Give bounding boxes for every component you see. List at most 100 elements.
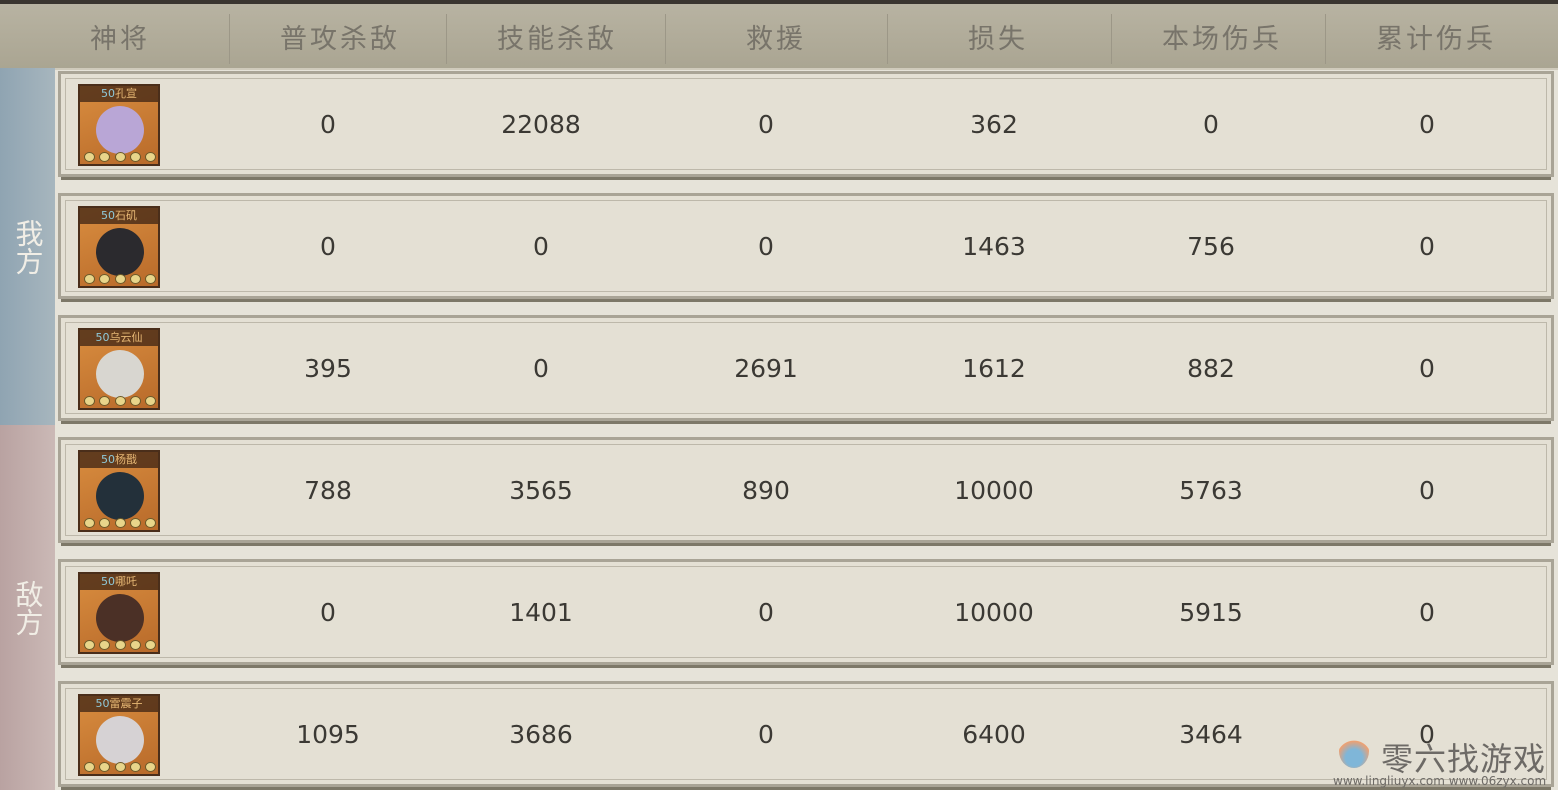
header-divider [665, 14, 666, 64]
table-row[interactable]: 50孔宣 0 22088 0 362 0 0 [58, 71, 1554, 180]
stat-value: 0 [320, 109, 336, 139]
table-row[interactable]: 50雷震子 1095 3686 0 6400 3464 0 [58, 681, 1554, 790]
hero-level: 50 [101, 575, 115, 588]
stat-value: 1463 [962, 231, 1026, 261]
hero-face [96, 472, 144, 520]
hero-portrait[interactable]: 50哪吒 [78, 572, 160, 654]
table-header: 神将 普攻杀敌 技能杀敌 救援 损失 本场伤兵 累计伤兵 [0, 4, 1558, 70]
hero-label: 50雷震子 [80, 696, 158, 712]
top-border [0, 0, 1558, 6]
hero-level: 50 [95, 697, 110, 710]
stat-value: 0 [533, 353, 549, 383]
column-header: 累计伤兵 [1376, 23, 1496, 55]
stat-value: 890 [742, 475, 790, 505]
stat-value: 10000 [954, 597, 1034, 627]
hero-level: 50 [101, 453, 115, 466]
hero-name: 乌云仙 [109, 331, 143, 344]
stat-value: 0 [758, 719, 774, 749]
hero-name: 哪吒 [115, 575, 137, 588]
hero-level: 50 [101, 209, 115, 222]
stat-value: 0 [758, 109, 774, 139]
hero-name: 石矶 [115, 209, 137, 222]
stat-value: 0 [320, 597, 336, 627]
hero-label: 50孔宣 [80, 86, 158, 102]
stat-value: 1612 [962, 353, 1026, 383]
star-rating [84, 396, 156, 406]
stat-value: 3565 [509, 475, 573, 505]
hero-name: 雷震子 [109, 697, 143, 710]
stat-value: 756 [1187, 231, 1235, 261]
hero-portrait[interactable]: 50乌云仙 [78, 328, 160, 410]
star-rating [84, 640, 156, 650]
hero-face [96, 716, 144, 764]
hero-face [96, 350, 144, 398]
stat-value: 0 [1203, 109, 1219, 139]
column-header: 技能杀敌 [497, 23, 617, 55]
hero-face [96, 594, 144, 642]
hero-name: 孔宣 [115, 87, 137, 100]
table-row[interactable]: 50乌云仙 395 0 2691 1612 882 0 [58, 315, 1554, 424]
column-header: 神将 [90, 23, 150, 55]
hero-portrait[interactable]: 50雷震子 [78, 694, 160, 776]
stat-value: 395 [304, 353, 352, 383]
column-header: 救援 [746, 23, 806, 55]
column-header: 本场伤兵 [1162, 23, 1282, 55]
stat-value: 5763 [1179, 475, 1243, 505]
hero-face [96, 106, 144, 154]
hero-level: 50 [95, 331, 110, 344]
stat-value: 10000 [954, 475, 1034, 505]
watermark-url: www.lingliuyx.com www.06zyx.com [1333, 774, 1547, 788]
hero-label: 50石矶 [80, 208, 158, 224]
stat-value: 882 [1187, 353, 1235, 383]
column-header: 普攻杀敌 [280, 23, 400, 55]
hero-face [96, 228, 144, 276]
stat-value: 0 [1419, 231, 1435, 261]
hero-label: 50哪吒 [80, 574, 158, 590]
stat-value: 0 [533, 231, 549, 261]
stat-value: 1401 [509, 597, 573, 627]
stat-value: 0 [758, 231, 774, 261]
star-rating [84, 152, 156, 162]
hero-portrait[interactable]: 50杨戬 [78, 450, 160, 532]
star-rating [84, 274, 156, 284]
stat-value: 5915 [1179, 597, 1243, 627]
stat-value: 22088 [501, 109, 581, 139]
stat-value: 3686 [509, 719, 573, 749]
stat-value: 0 [1419, 719, 1435, 749]
watermark: 零六找游戏 www.lingliuyx.com www.06zyx.com [1333, 728, 1548, 790]
table-row[interactable]: 50石矶 0 0 0 1463 756 0 [58, 193, 1554, 302]
watermark-logo-icon [1339, 734, 1369, 768]
stat-value: 2691 [734, 353, 798, 383]
header-divider [887, 14, 888, 64]
stat-value: 0 [758, 597, 774, 627]
hero-portrait[interactable]: 50石矶 [78, 206, 160, 288]
our-side-label: 我方 [0, 68, 55, 425]
hero-name: 杨戬 [115, 453, 137, 466]
watermark-title: 零六找游戏 [1381, 740, 1547, 778]
star-rating [84, 762, 156, 772]
header-divider [1325, 14, 1326, 64]
stat-value: 0 [1419, 475, 1435, 505]
stat-value: 0 [1419, 109, 1435, 139]
header-divider [229, 14, 230, 64]
our-side-text: 我方 [11, 218, 45, 275]
stat-value: 3464 [1179, 719, 1243, 749]
header-divider [1111, 14, 1112, 64]
star-rating [84, 518, 156, 528]
stat-value: 788 [304, 475, 352, 505]
header-divider [446, 14, 447, 64]
stat-value: 0 [1419, 353, 1435, 383]
stat-value: 0 [320, 231, 336, 261]
hero-label: 50乌云仙 [80, 330, 158, 346]
hero-portrait[interactable]: 50孔宣 [78, 84, 160, 166]
stat-value: 362 [970, 109, 1018, 139]
table-row[interactable]: 50杨戬 788 3565 890 10000 5763 0 [58, 437, 1554, 546]
hero-level: 50 [101, 87, 115, 100]
table-row[interactable]: 50哪吒 0 1401 0 10000 5915 0 [58, 559, 1554, 668]
enemy-side-label: 敌方 [0, 425, 55, 790]
enemy-side-text: 敌方 [11, 579, 45, 636]
column-header: 损失 [968, 23, 1028, 55]
hero-label: 50杨戬 [80, 452, 158, 468]
stat-value: 1095 [296, 719, 360, 749]
stat-value: 0 [1419, 597, 1435, 627]
